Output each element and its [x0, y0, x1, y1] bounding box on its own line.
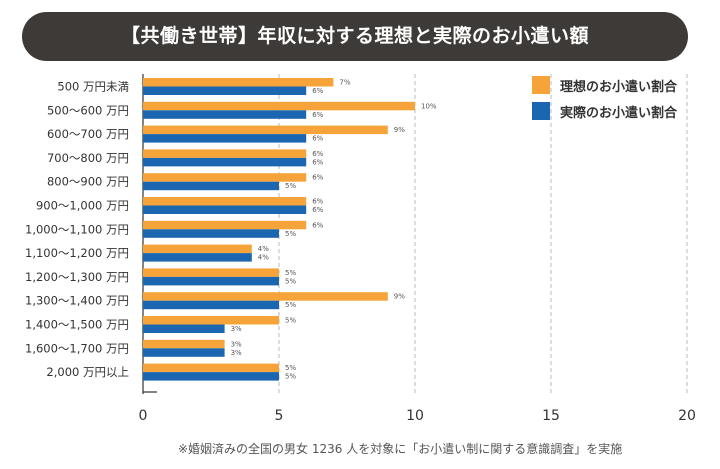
- x-tick-label-15: 15: [542, 408, 560, 424]
- actual-value-label-5: 6%: [312, 206, 323, 214]
- actual-value-label-10: 3%: [231, 325, 242, 333]
- y-tick-label-3: 700〜800 万円: [47, 151, 129, 165]
- y-tick-label-11: 1,600〜1,700 万円: [25, 341, 129, 355]
- actual-value-label-1: 6%: [312, 111, 323, 119]
- ideal-value-label-11: 3%: [231, 340, 242, 348]
- actual-value-label-11: 3%: [231, 349, 242, 357]
- y-tick-label-0: 500 万円未満: [57, 80, 129, 94]
- legend-item-ideal: 理想のお小遣い割合: [532, 74, 677, 96]
- ideal-value-label-9: 9%: [394, 293, 405, 301]
- actual-bar-2: [143, 134, 307, 143]
- y-tick-label-6: 1,000〜1,100 万円: [25, 222, 129, 236]
- y-tick-label-8: 1,200〜1,300 万円: [25, 270, 129, 284]
- ideal-bar-0: [143, 78, 334, 87]
- ideal-bar-10: [143, 316, 279, 325]
- actual-bar-11: [143, 348, 225, 357]
- ideal-bar-6: [143, 220, 307, 230]
- ideal-value-label-3: 6%: [312, 150, 323, 158]
- y-tick-label-10: 1,400〜1,500 万円: [25, 318, 129, 332]
- ideal-bar-3: [143, 149, 307, 158]
- ideal-value-label-5: 6%: [312, 198, 323, 206]
- actual-bar-6: [143, 229, 279, 238]
- actual-value-label-2: 6%: [312, 135, 323, 143]
- legend-swatch-ideal: [532, 76, 550, 94]
- ideal-value-label-8: 5%: [285, 269, 296, 277]
- y-tick-label-2: 600〜700 万円: [47, 127, 129, 141]
- actual-value-label-6: 5%: [285, 230, 296, 238]
- legend-swatch-actual: [532, 102, 550, 120]
- legend-label-actual: 実際のお小遣い割合: [560, 105, 678, 121]
- actual-bar-10: [143, 324, 225, 333]
- ideal-value-label-2: 9%: [394, 126, 405, 134]
- actual-bar-4: [143, 181, 279, 191]
- ideal-value-label-7: 4%: [258, 245, 269, 253]
- x-tick-label-20: 20: [678, 408, 696, 424]
- ideal-value-label-0: 7%: [339, 79, 350, 87]
- actual-bar-0: [143, 86, 307, 95]
- ideal-bar-2: [143, 125, 388, 135]
- actual-bar-3: [143, 157, 307, 167]
- ideal-bar-9: [143, 292, 388, 301]
- legend-label-ideal: 理想のお小遣い割合: [560, 79, 678, 95]
- ideal-bar-7: [143, 244, 252, 254]
- x-tick-label-10: 10: [406, 408, 424, 424]
- actual-value-label-0: 6%: [312, 87, 323, 95]
- actual-bar-9: [143, 300, 279, 310]
- ideal-value-label-1: 10%: [421, 102, 437, 110]
- x-tick-label-0: 0: [139, 408, 148, 424]
- y-tick-label-5: 900〜1,000 万円: [36, 199, 129, 213]
- actual-value-label-9: 5%: [285, 301, 296, 309]
- ideal-bar-5: [143, 197, 307, 206]
- actual-value-label-12: 5%: [285, 373, 296, 381]
- actual-bar-1: [143, 110, 307, 119]
- actual-bar-8: [143, 276, 279, 286]
- actual-bar-5: [143, 205, 307, 214]
- legend-item-actual: 実際のお小遣い割合: [532, 100, 677, 122]
- x-tick-label-5: 5: [275, 408, 284, 424]
- chart-title: 【共働き世帯】年収に対する理想と実際のお小遣い額: [22, 12, 688, 61]
- ideal-bar-11: [143, 339, 225, 349]
- ideal-value-label-6: 6%: [312, 221, 323, 229]
- footnote: ※婚姻済みの全国の男女 1236 人を対象に「お小遣い制に関する意識調査」を実施: [178, 442, 623, 456]
- ideal-bar-4: [143, 173, 307, 182]
- legend: 理想のお小遣い割合 実際のお小遣い割合: [532, 74, 677, 126]
- actual-bar-12: [143, 372, 279, 381]
- actual-bar-7: [143, 253, 252, 262]
- ideal-bar-1: [143, 101, 415, 111]
- y-tick-label-12: 2,000 万円以上: [46, 365, 129, 379]
- actual-value-label-7: 4%: [258, 254, 269, 262]
- y-tick-label-7: 1,100〜1,200 万円: [25, 246, 129, 260]
- ideal-bar-8: [143, 268, 279, 277]
- ideal-value-label-12: 5%: [285, 364, 296, 372]
- ideal-bar-12: [143, 363, 279, 373]
- y-tick-label-1: 500〜600 万円: [47, 103, 129, 117]
- actual-value-label-8: 5%: [285, 277, 296, 285]
- ideal-value-label-10: 5%: [285, 317, 296, 325]
- ideal-value-label-4: 6%: [312, 174, 323, 182]
- y-tick-label-4: 800〜900 万円: [47, 175, 129, 189]
- y-tick-label-9: 1,300〜1,400 万円: [25, 294, 129, 308]
- actual-value-label-4: 5%: [285, 182, 296, 190]
- actual-value-label-3: 6%: [312, 158, 323, 166]
